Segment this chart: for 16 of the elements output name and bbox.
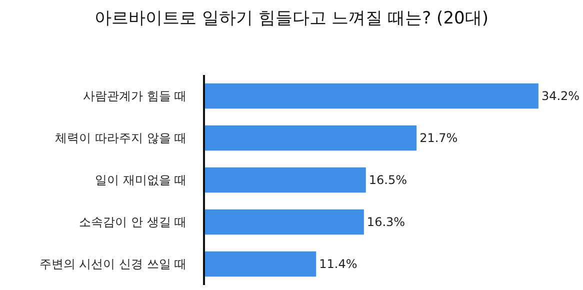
data-label: 16.3% (366, 215, 406, 229)
data-label: 11.4% (319, 257, 358, 271)
y-tick-label: 체력이 따라주지 않을 때 (55, 131, 187, 146)
bar (205, 83, 538, 109)
data-label: 16.5% (368, 173, 408, 187)
y-tick-label: 일이 재미없을 때 (94, 173, 187, 188)
bar (205, 209, 364, 235)
bar (205, 167, 366, 193)
chart-title: 아르바이트로 일하기 힘들다고 느껴질 때는? (20대) (94, 8, 488, 28)
data-label: 34.2% (541, 89, 580, 103)
y-tick-label: 소속감이 안 생길 때 (79, 215, 187, 230)
data-label: 21.7% (420, 131, 458, 145)
y-tick-label: 사람관계가 힘들 때 (82, 89, 187, 104)
bar (205, 125, 417, 151)
bar (205, 251, 316, 277)
y-tick-label: 주변의 시선이 신경 쓰일 때 (39, 257, 187, 272)
